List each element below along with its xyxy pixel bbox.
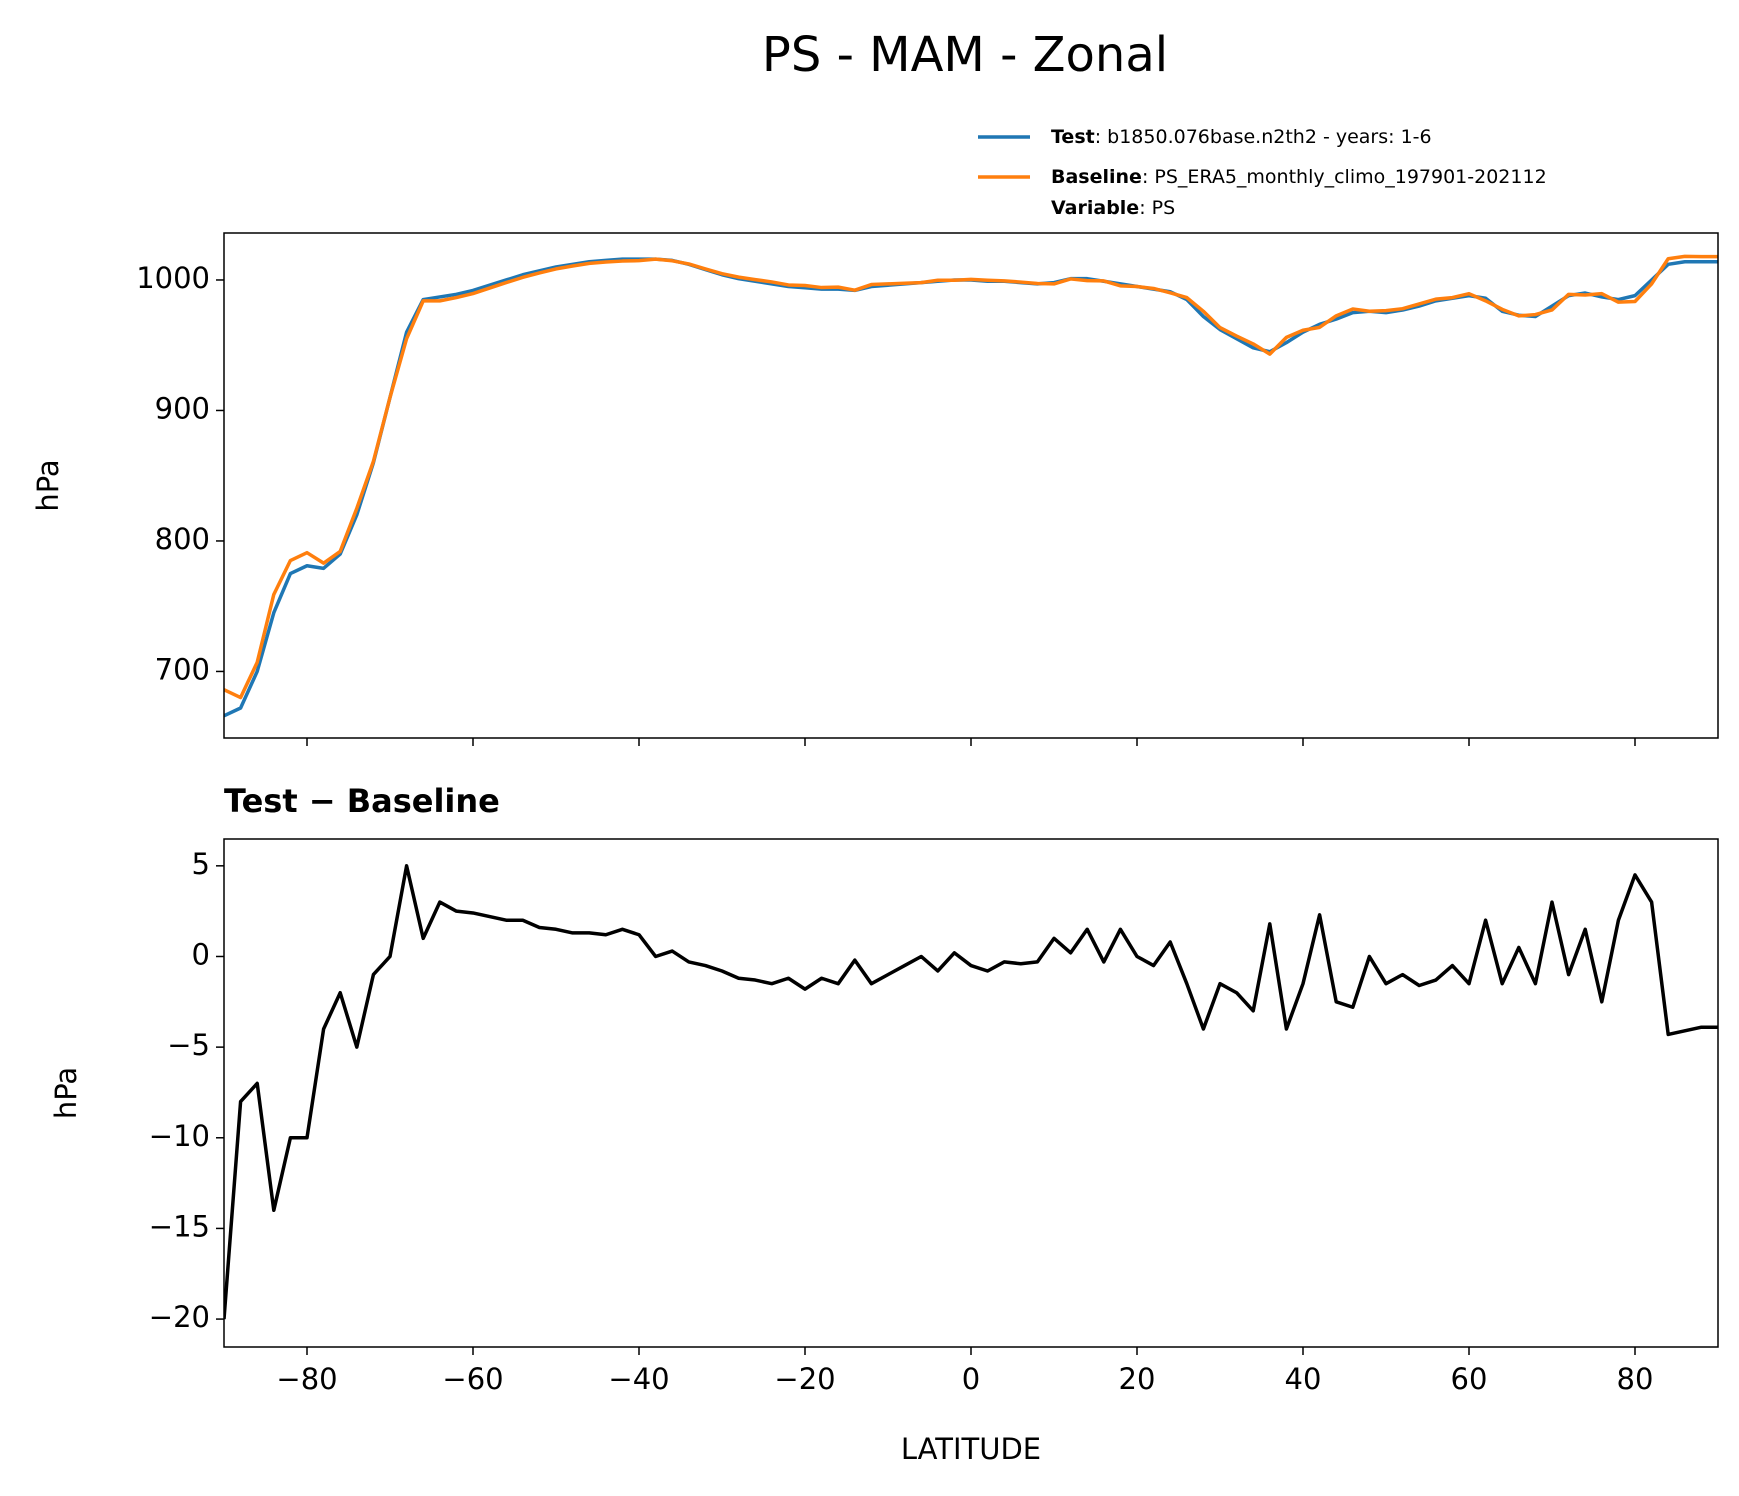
axes-frame: [223, 232, 1719, 739]
subplot-title: Test − Baseline: [224, 782, 500, 820]
legend-description: : PS: [1139, 197, 1175, 219]
figure-title: PS - MAM - Zonal: [762, 27, 1168, 83]
series-line: [224, 864, 1718, 1320]
x-tick-label: 0: [962, 1362, 980, 1396]
x-tick-label: −40: [608, 1362, 669, 1396]
y-tick-label: 700: [155, 652, 210, 686]
y-tick-label: 800: [155, 522, 210, 556]
y-tick-label: 0: [192, 937, 210, 971]
y-tick-label: −20: [149, 1300, 210, 1334]
legend-entry: Baseline: PS_ERA5_monthly_climo_197901-2…: [1051, 166, 1547, 188]
legend-description: : b1850.076base.n2th2 - years: 1-6: [1095, 126, 1432, 148]
axes-frame: [223, 838, 1719, 1348]
x-tick-label: −20: [774, 1362, 835, 1396]
x-tick-label: −60: [442, 1362, 503, 1396]
y-tick-label: 1000: [136, 261, 210, 295]
legend-entry: Test: b1850.076base.n2th2 - years: 1-6: [1051, 126, 1432, 148]
series-line: [224, 257, 1718, 718]
legend-description: : PS_ERA5_monthly_climo_197901-202112: [1142, 166, 1547, 188]
y-tick-label: 900: [155, 391, 210, 425]
series-line: [224, 254, 1718, 700]
x-tick-label: −80: [276, 1362, 337, 1396]
y-tick-label: −10: [149, 1119, 210, 1153]
legend-name: Baseline: [1051, 166, 1142, 188]
x-tick-label: 60: [1451, 1362, 1488, 1396]
legend-name: Test: [1051, 126, 1095, 148]
y-axis-label: hPa: [49, 1067, 83, 1119]
legend-name: Variable: [1051, 197, 1139, 219]
legend-entry: Variable: PS: [1051, 197, 1175, 219]
x-axis-label: LATITUDE: [901, 1432, 1041, 1466]
y-tick-label: −15: [149, 1209, 210, 1243]
y-axis-label: hPa: [31, 459, 65, 511]
y-tick-label: −5: [167, 1028, 210, 1062]
x-tick-label: 80: [1617, 1362, 1654, 1396]
x-tick-label: 40: [1285, 1362, 1322, 1396]
x-tick-label: 20: [1119, 1362, 1156, 1396]
y-tick-label: 5: [192, 847, 210, 881]
